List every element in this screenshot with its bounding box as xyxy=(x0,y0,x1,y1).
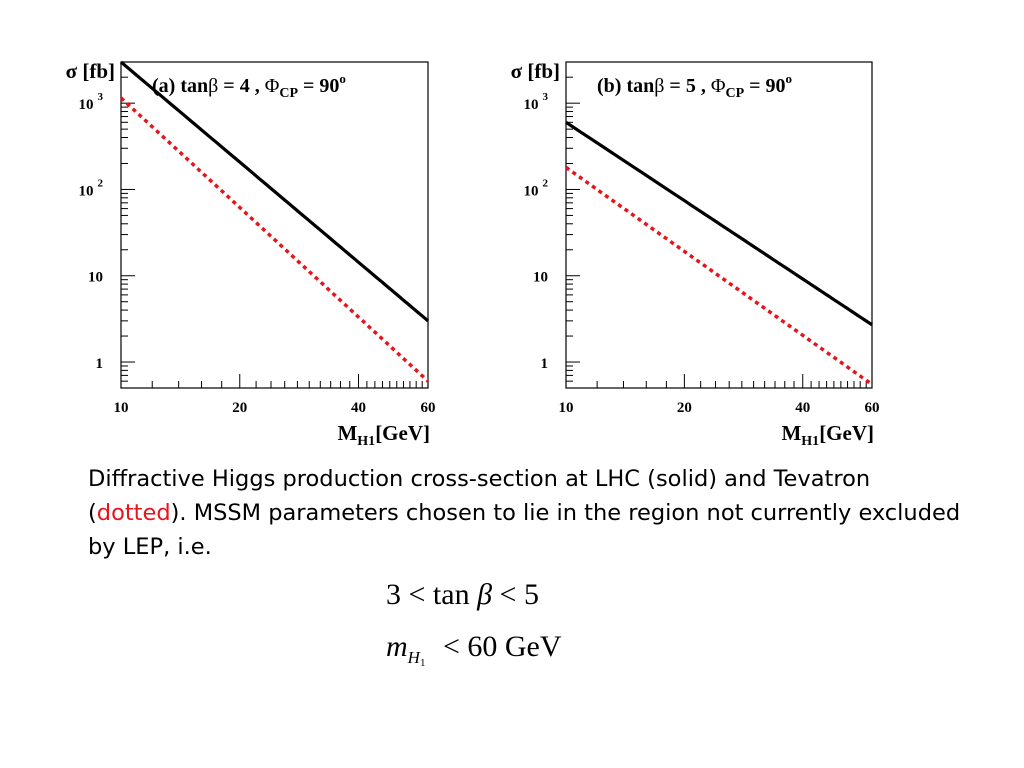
x-tick-label: 10 xyxy=(114,400,129,416)
plot-frame xyxy=(120,61,429,389)
x-tick-label: 20 xyxy=(677,400,692,416)
eq2-subsub: 1 xyxy=(419,657,426,669)
charts-area: 1 10 10 2 10 3 10 20 40 60 σ [fb] MH1[GeV] (a) tanβ … xyxy=(66,59,880,449)
series-dotted-line xyxy=(119,96,430,383)
y-tick-label: 1 xyxy=(96,356,104,372)
chart-panel-1: 1 10 10 2 10 3 10 20 40 60 σ [fb] MH1[GeV] (a) tanβ … xyxy=(66,59,436,449)
eq1-rhs: 5 xyxy=(523,578,539,611)
equation-tan-beta: 3 < tan β < 5 xyxy=(386,578,539,612)
x-tick-label: 20 xyxy=(232,400,247,416)
x-tick-label: 40 xyxy=(795,400,810,416)
y-tick-label: 10 xyxy=(88,270,103,286)
chart-title: (b) tanβ = 5 , ΦCP = 90o xyxy=(597,71,792,101)
eq2-var: m xyxy=(386,630,408,663)
series-dotted-line xyxy=(564,165,874,386)
x-axis-label: MH1[GeV] xyxy=(337,421,430,449)
y-tick-label: 10 2 xyxy=(79,177,104,199)
eq2-sub-letter: H xyxy=(407,648,420,667)
x-axis-label: MH1[GeV] xyxy=(781,421,874,449)
eq2-op: < xyxy=(442,630,460,663)
y-axis-label: σ [fb] xyxy=(511,59,560,83)
eq1-op1: < xyxy=(408,578,426,611)
y-tick-label: 10 3 xyxy=(524,91,549,113)
x-tick-label: 40 xyxy=(351,400,366,416)
eq1-var: β xyxy=(477,578,493,611)
caption-dotted-word: dotted xyxy=(96,500,171,526)
eq2-unit: GeV xyxy=(504,630,562,663)
x-tick-label: 60 xyxy=(865,400,880,416)
eq1-lhs: 3 xyxy=(386,578,401,611)
y-tick-label: 10 xyxy=(533,270,548,286)
caption-part2: ). MSSM parameters chosen to lie in the … xyxy=(88,500,961,560)
x-tick-label: 10 xyxy=(559,400,574,416)
y-tick-label: 1 xyxy=(541,356,549,372)
y-axis-label: σ [fb] xyxy=(66,59,115,83)
caption-part1: Diffractive Higgs production cross-secti… xyxy=(88,466,871,526)
series-solid-line xyxy=(119,60,430,323)
x-tick-label: 60 xyxy=(421,400,436,416)
equation-mass: mH1 < 60 GeV xyxy=(386,630,562,669)
chart-panel-2: 1 10 10 2 10 3 10 20 40 60 σ [fb] MH1[GeV] (b) tanβ … xyxy=(511,59,880,449)
chart-title: (a) tanβ = 4 , ΦCP = 90o xyxy=(152,71,346,101)
series-solid-line xyxy=(565,120,873,327)
figure-caption: Diffractive Higgs production cross-secti… xyxy=(88,462,968,564)
eq2-value: 60 xyxy=(467,630,498,663)
plot-frame xyxy=(565,61,873,389)
eq1-fn: tan xyxy=(432,578,470,611)
eq2-sub: H1 xyxy=(407,648,426,669)
eq1-op2: < xyxy=(499,578,517,611)
y-tick-label: 10 3 xyxy=(79,91,104,113)
y-tick-label: 10 2 xyxy=(524,177,549,199)
